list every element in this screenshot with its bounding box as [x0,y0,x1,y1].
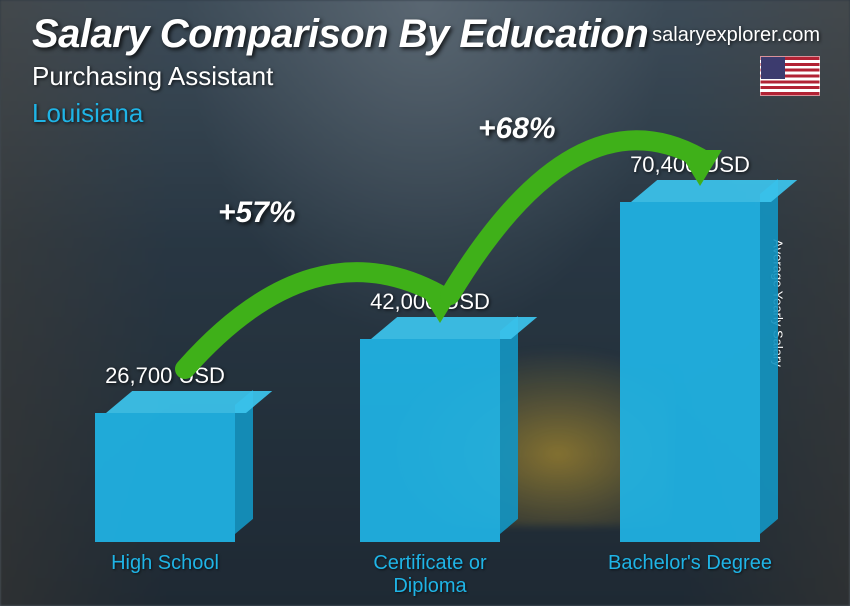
bar-label: High School [75,552,255,575]
bar-label: Bachelor's Degree [600,552,780,575]
bar-side [760,179,778,534]
percent-increase-label: +68% [478,112,556,146]
bar-side [500,316,518,534]
bar-group: 26,700 USDHigh School [95,413,235,542]
percent-increase-label: +57% [218,196,296,230]
increase-arrow-icon [420,68,740,335]
bar-front [95,413,235,542]
bar-chart: 26,700 USDHigh School42,000 USDCertifica… [0,0,850,606]
bar-label: Certificate or Diploma [340,552,520,598]
content-layer: Salary Comparison By Education Purchasin… [0,0,850,606]
